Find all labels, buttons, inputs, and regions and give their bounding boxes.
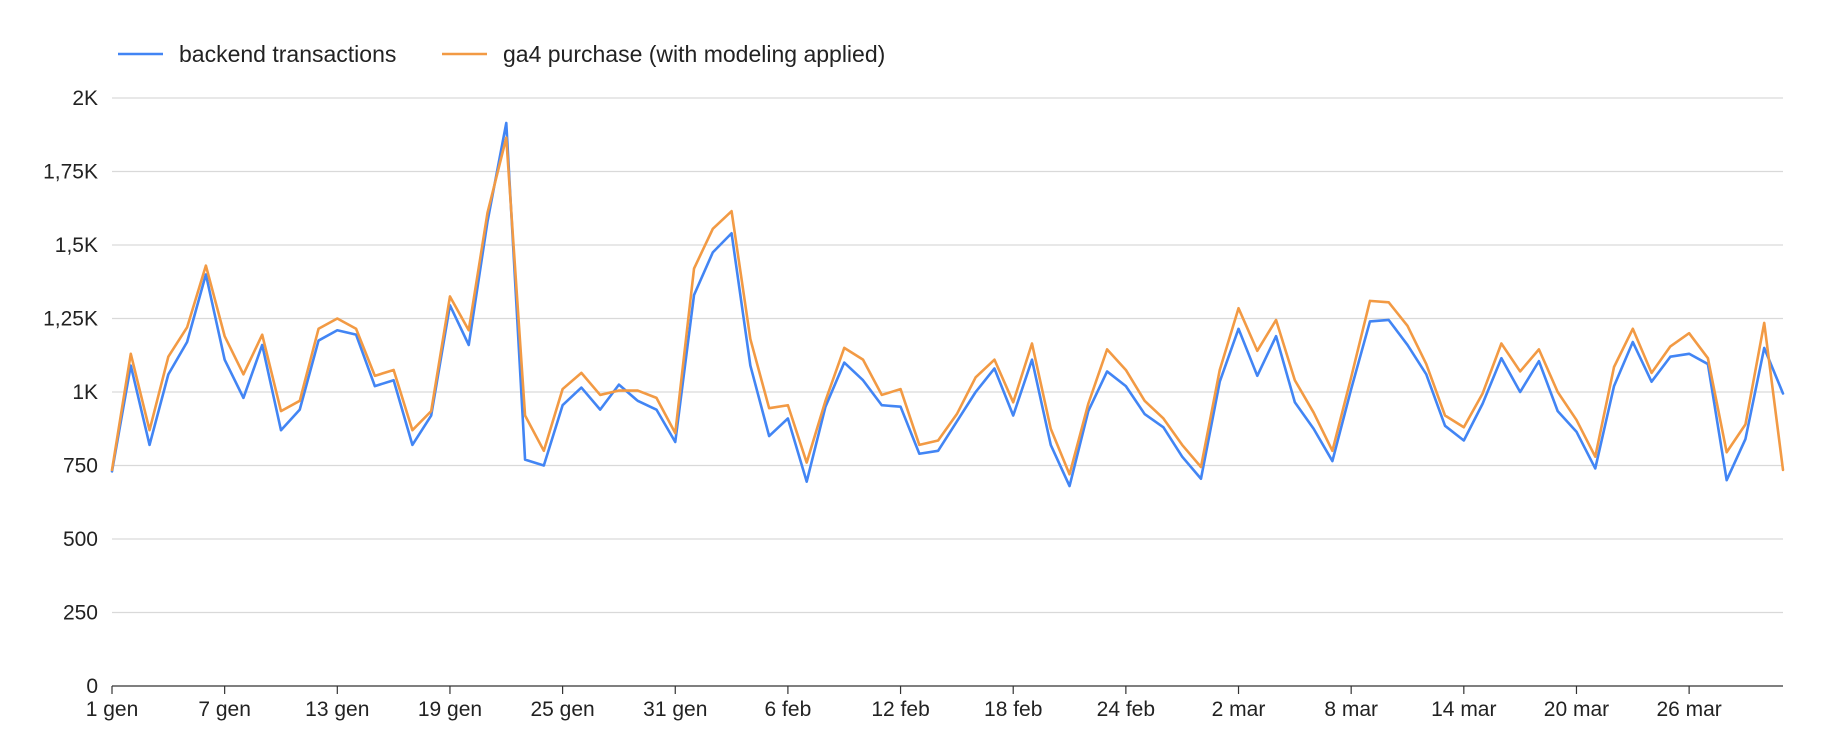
y-tick-label-4: 1K	[72, 381, 98, 404]
x-tick-label-12: 14 mar	[1431, 698, 1496, 721]
y-tick-label-8: 2K	[72, 87, 98, 110]
y-tick-label-7: 1,75K	[43, 161, 98, 184]
y-axis-ticks: 0 250 500 750 1K 1,25K 1,5K 1,75K 2K	[43, 87, 98, 698]
x-tick-label-14: 26 mar	[1656, 698, 1721, 721]
y-tick-label-5: 1,25K	[43, 308, 98, 331]
y-tick-label-0: 0	[86, 675, 98, 698]
legend-item-ga4[interactable]: ga4 purchase (with modeling applied)	[442, 41, 885, 67]
y-tick-label-2: 500	[63, 528, 98, 551]
x-axis-ticks: 1 gen 7 gen 13 gen 19 gen 25 gen 31 gen 6 feb 1…	[86, 686, 1722, 721]
series-line-1[interactable]	[110, 136, 1785, 476]
x-tick-label-5: 31 gen	[643, 698, 707, 721]
x-tick-label-4: 25 gen	[530, 698, 594, 721]
x-tick-label-1: 7 gen	[198, 698, 251, 721]
series-line-0[interactable]	[110, 121, 1785, 488]
x-tick-label-8: 18 feb	[984, 698, 1042, 721]
legend-label-backend: backend transactions	[179, 41, 396, 67]
x-tick-label-9: 24 feb	[1097, 698, 1155, 721]
x-tick-label-11: 8 mar	[1324, 698, 1378, 721]
legend-item-backend[interactable]: backend transactions	[118, 41, 396, 67]
x-tick-label-6: 6 feb	[765, 698, 812, 721]
y-tick-label-1: 250	[63, 602, 98, 625]
legend-label-ga4: ga4 purchase (with modeling applied)	[503, 41, 885, 67]
legend[interactable]: backend transactions ga4 purchase (with …	[118, 41, 885, 67]
x-tick-label-3: 19 gen	[418, 698, 482, 721]
series-lines[interactable]	[110, 121, 1785, 488]
x-tick-label-13: 20 mar	[1544, 698, 1609, 721]
y-tick-label-3: 750	[63, 455, 98, 478]
gridlines	[112, 97, 1783, 614]
x-tick-label-10: 2 mar	[1212, 698, 1266, 721]
x-tick-label-2: 13 gen	[305, 698, 369, 721]
x-tick-label-0: 1 gen	[86, 698, 139, 721]
x-tick-label-7: 12 feb	[871, 698, 929, 721]
y-tick-label-6: 1,5K	[55, 234, 98, 257]
